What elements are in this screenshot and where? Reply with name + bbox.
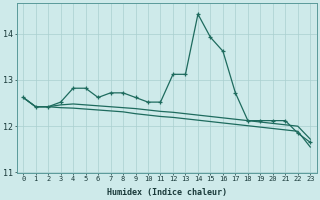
X-axis label: Humidex (Indice chaleur): Humidex (Indice chaleur) xyxy=(107,188,227,197)
